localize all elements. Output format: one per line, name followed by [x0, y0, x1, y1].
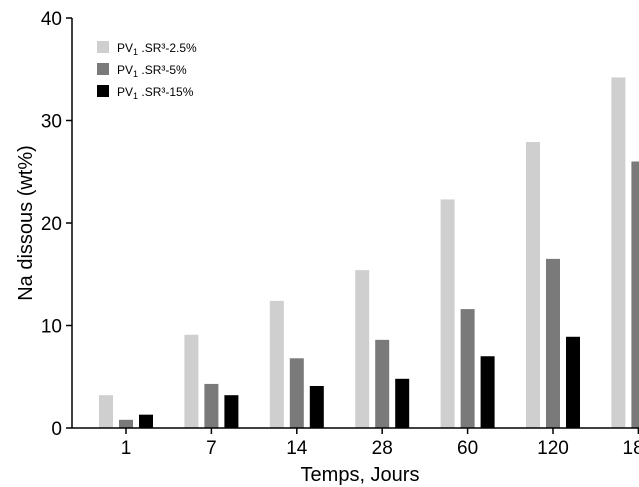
x-tick-label: 60 — [457, 438, 478, 459]
x-tick-label: 14 — [286, 438, 308, 459]
legend-swatch — [97, 41, 109, 53]
bar-series-3-28 — [395, 379, 409, 428]
bar-series-1-180 — [611, 77, 625, 428]
x-axis-ticks: 1 7 14 28 60 120 180 — [121, 428, 639, 459]
x-tick-label: 28 — [372, 438, 393, 459]
bar-series-1-60 — [441, 199, 455, 428]
bar-series-2-14 — [290, 358, 304, 428]
bar-series-2-120 — [546, 259, 560, 428]
legend-label: PV1 .SR³-2.5% — [117, 41, 197, 57]
bar-series-2-7 — [204, 384, 218, 428]
bar-series-2-28 — [375, 340, 389, 428]
y-tick-label: 0 — [51, 419, 62, 440]
bar-series-1-7 — [184, 335, 198, 428]
bar-series-1-14 — [270, 301, 284, 428]
legend-label: PV1 .SR³-5% — [117, 63, 187, 79]
bar-series-1-1 — [99, 395, 113, 428]
bar-series-2-1 — [119, 420, 133, 428]
y-axis-ticks: 0 10 20 30 40 — [41, 9, 72, 440]
bar-series-2-180 — [631, 162, 639, 429]
bar-series-3-1 — [139, 415, 153, 428]
legend-swatch — [97, 63, 109, 75]
bar-series-1-28 — [355, 270, 369, 428]
bar-series-2-60 — [461, 309, 475, 428]
x-tick-label: 1 — [121, 438, 132, 459]
bar-series-3-60 — [481, 356, 495, 428]
legend-swatch — [97, 85, 109, 97]
bar-series-3-14 — [310, 386, 324, 428]
x-tick-label: 120 — [537, 438, 569, 459]
legend: PV1 .SR³-2.5% PV1 .SR³-5% PV1 .SR³-15% — [97, 41, 197, 101]
bar-series-3-120 — [566, 337, 580, 428]
bar-series-3-7 — [224, 395, 238, 428]
x-tick-label: 7 — [206, 438, 217, 459]
bar-series-1-120 — [526, 142, 540, 428]
y-tick-label: 10 — [41, 317, 62, 338]
bars-layer — [99, 77, 639, 428]
y-axis-label: Na dissous (wt%) — [15, 145, 37, 301]
x-tick-label: 180 — [623, 438, 639, 459]
y-tick-label: 20 — [41, 214, 62, 235]
x-axis-label: Temps, Jours — [301, 464, 420, 486]
legend-label: PV1 .SR³-15% — [117, 85, 194, 101]
y-tick-label: 30 — [41, 112, 62, 133]
y-tick-label: 40 — [41, 9, 62, 30]
